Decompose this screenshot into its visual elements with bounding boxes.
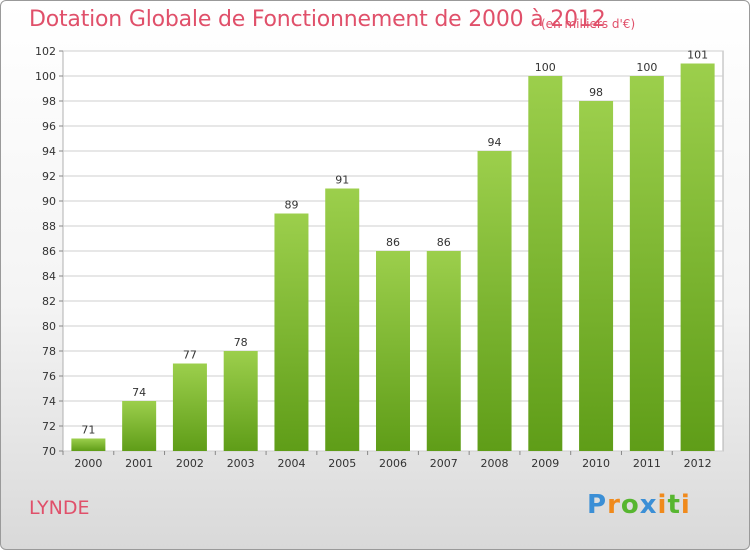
y-tick-label: 80 <box>42 320 56 333</box>
value-label: 89 <box>284 199 298 212</box>
y-tick-label: 96 <box>42 120 56 133</box>
y-tick-label: 84 <box>42 270 56 283</box>
x-tick-label: 2001 <box>125 457 153 470</box>
value-label: 100 <box>636 61 657 74</box>
y-tick-label: 100 <box>35 70 56 83</box>
x-tick-label: 2010 <box>582 457 610 470</box>
x-tick-label: 2007 <box>430 457 458 470</box>
bar-2007 <box>426 251 461 451</box>
value-label: 98 <box>589 86 603 99</box>
value-label: 77 <box>183 349 197 362</box>
x-tick-label: 2009 <box>531 457 559 470</box>
y-tick-label: 88 <box>42 220 56 233</box>
y-tick-label: 74 <box>42 395 56 408</box>
x-tick-label: 2002 <box>176 457 204 470</box>
x-tick-label: 2004 <box>277 457 305 470</box>
bar-2011 <box>629 76 664 451</box>
value-label: 101 <box>687 49 708 62</box>
proxiti-logo: Proxiti <box>587 490 691 520</box>
y-tick-label: 78 <box>42 345 56 358</box>
bar-2008 <box>477 151 512 451</box>
chart-title: Dotation Globale de Fonctionnement de 20… <box>29 7 606 32</box>
x-tick-label: 2000 <box>74 457 102 470</box>
value-label: 91 <box>335 174 349 187</box>
bar-2009 <box>528 76 563 451</box>
bars <box>71 63 715 451</box>
value-label: 74 <box>132 386 146 399</box>
value-label: 94 <box>488 136 502 149</box>
y-tick-label: 76 <box>42 370 56 383</box>
x-tick-label: 2008 <box>481 457 509 470</box>
bar-2003 <box>223 351 258 451</box>
value-label: 86 <box>386 236 400 249</box>
bar-2001 <box>122 401 157 451</box>
x-tick-label: 2011 <box>633 457 661 470</box>
bar-2010 <box>579 101 614 451</box>
bar-2000 <box>71 438 106 451</box>
value-label: 71 <box>81 424 95 437</box>
bar-2002 <box>172 363 207 451</box>
y-tick-label: 94 <box>42 145 56 158</box>
y-tick-label: 102 <box>35 45 56 58</box>
x-tick-label: 2012 <box>684 457 712 470</box>
y-tick-label: 98 <box>42 95 56 108</box>
bar-2004 <box>274 213 309 451</box>
value-labels: 71 74 77 78 89 91 86 86 94 100 98 100 101 <box>81 49 708 437</box>
y-axis-labels: 70 72 74 76 78 80 82 84 86 88 90 92 94 96 98 100 102 <box>35 45 56 458</box>
value-label: 78 <box>234 336 248 349</box>
y-tick-label: 92 <box>42 170 56 183</box>
commune-name: LYNDE <box>29 497 90 519</box>
y-tick-label: 86 <box>42 245 56 258</box>
x-axis-labels: 2000 2001 2002 2003 2004 2005 2006 2007 2008 2009… <box>62 451 712 470</box>
x-tick-label: 2005 <box>328 457 356 470</box>
y-tick-label: 82 <box>42 295 56 308</box>
value-label: 100 <box>535 61 556 74</box>
bar-2005 <box>325 188 360 451</box>
bar-2012 <box>680 63 715 451</box>
bar-2006 <box>376 251 410 451</box>
chart-unit: (en milliers d'€) <box>541 17 636 31</box>
x-tick-label: 2006 <box>379 457 407 470</box>
y-tick-label: 72 <box>42 420 56 433</box>
value-label: 86 <box>437 236 451 249</box>
x-tick-label: 2003 <box>227 457 255 470</box>
y-tick-label: 90 <box>42 195 56 208</box>
y-tick-label: 70 <box>42 445 56 458</box>
